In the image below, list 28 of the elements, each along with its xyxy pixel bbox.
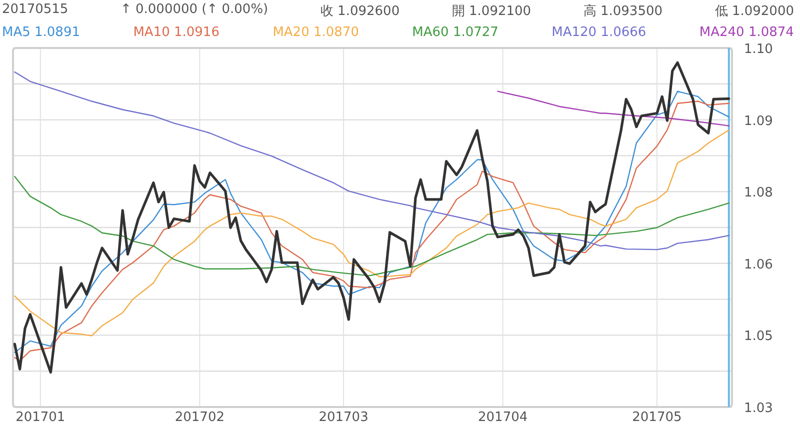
text: 收 1.092600 <box>320 3 400 20</box>
y-tick-label: 1.10 <box>744 42 773 57</box>
text: MA20 1.0870 <box>272 25 359 40</box>
x-tick-label: 201702 <box>174 410 224 425</box>
x-tick-label: 201705 <box>632 410 682 425</box>
line-series <box>14 176 730 276</box>
text: 開 1.092100 <box>452 3 532 20</box>
x-tick-label: 201703 <box>318 410 368 425</box>
line-series <box>14 71 730 250</box>
y-tick-label: 1.05 <box>744 329 773 344</box>
y-tick-label: 1.08 <box>744 186 773 201</box>
y-tick-label: 1.09 <box>744 114 773 129</box>
y-tick-label: 1.03 <box>744 401 773 416</box>
text: ↑ 0.000000 (↑ 0.00%) <box>120 2 268 19</box>
x-tick-label: 201704 <box>478 410 528 425</box>
line-series <box>13 61 730 374</box>
line-series <box>14 129 730 336</box>
x-tick-label: 201701 <box>16 410 66 425</box>
text: MA240 1.0874 <box>699 25 794 40</box>
text: 高 1.093500 <box>583 3 663 20</box>
text: MA120 1.0666 <box>552 25 646 40</box>
line-series <box>497 90 730 126</box>
text: MA5 1.0891 <box>2 25 80 40</box>
y-tick-label: 1.06 <box>744 257 773 272</box>
text: 低 1.092000 <box>714 3 794 20</box>
text: 20170515 <box>2 2 68 19</box>
text: MA10 1.0916 <box>133 25 220 40</box>
text: MA60 1.0727 <box>412 25 498 40</box>
